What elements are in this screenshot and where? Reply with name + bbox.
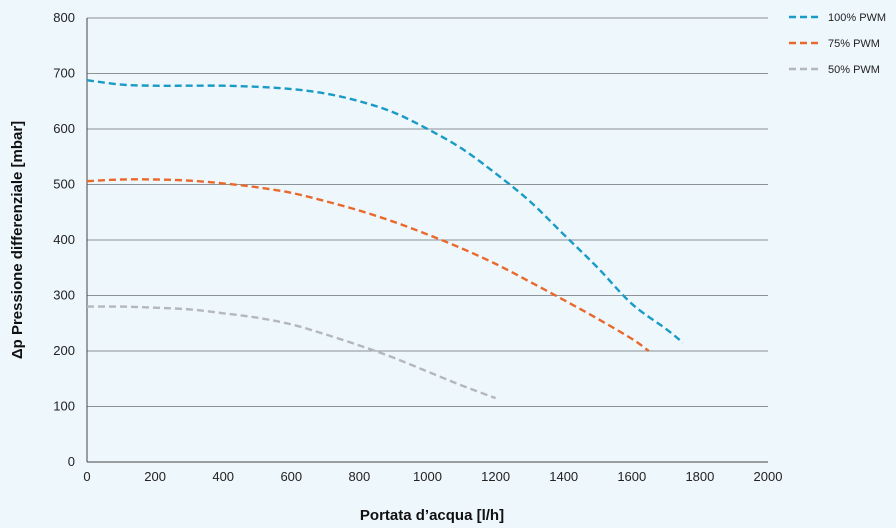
y-tick-label: 400 [53, 232, 75, 247]
y-tick-label: 800 [53, 10, 75, 25]
y-tick-label: 600 [53, 121, 75, 136]
x-tick-label: 1600 [617, 469, 646, 484]
legend: 100% PWM 75% PWM 50% PWM [789, 12, 886, 76]
y-tick-label: 700 [53, 66, 75, 81]
x-tick-label: 400 [212, 469, 234, 484]
legend-label-0: 100% PWM [828, 12, 886, 24]
y-axis-title: Δp Pressione differenziale [mbar] [9, 121, 26, 359]
x-tick-label: 1000 [413, 469, 442, 484]
series-lines [86, 78, 684, 400]
y-tick-label: 0 [68, 454, 75, 469]
x-tick-label: 600 [280, 469, 302, 484]
gridlines [87, 17, 768, 407]
x-tick-label: 1200 [481, 469, 510, 484]
series-line-2 [86, 305, 497, 400]
x-tick-label: 800 [349, 469, 371, 484]
y-tick-label: 200 [53, 343, 75, 358]
legend-label-2: 50% PWM [828, 64, 880, 76]
x-tick-label: 1400 [549, 469, 578, 484]
y-tick-label: 500 [53, 177, 75, 192]
legend-label-1: 75% PWM [828, 38, 880, 50]
y-tick-label: 300 [53, 288, 75, 303]
x-axis-title: Portata d’acqua [l/h] [360, 507, 504, 524]
x-tick-label: 0 [83, 469, 90, 484]
x-tick-label: 2000 [754, 469, 783, 484]
axes: 0 100 200 300 400 500 600 700 800 0 200 400 600 800 10… [53, 10, 782, 484]
x-tick-label: 1800 [685, 469, 714, 484]
x-tick-label: 200 [144, 469, 166, 484]
series-line-0 [86, 78, 684, 344]
series-line-1 [86, 178, 650, 352]
y-tick-label: 100 [53, 399, 75, 414]
